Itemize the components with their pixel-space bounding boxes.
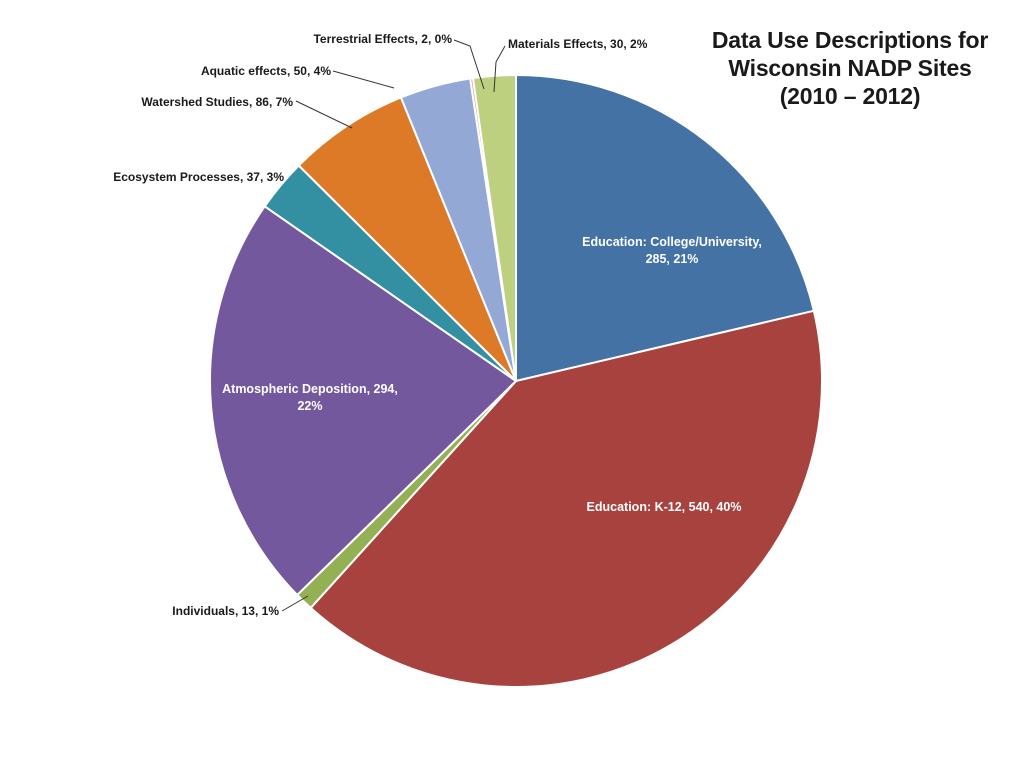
chart-title: Data Use Descriptions for Wisconsin NADP… [700, 26, 1000, 110]
pie-label-individuals: Individuals, 13, 1% [172, 604, 279, 618]
chart-title-line-2: Wisconsin NADP Sites [728, 55, 972, 82]
pie-label-materials-effects: Materials Effects, 30, 2% [508, 37, 648, 51]
leader-line-individuals [281, 595, 309, 612]
pie-label-ecosystem-processes: Ecosystem Processes, 37, 3% [113, 170, 284, 184]
chart-title-line-1: Data Use Descriptions for [711, 27, 989, 53]
pie-label-terrestrial-effects: Terrestrial Effects, 2, 0% [313, 32, 452, 46]
pie-slice-watershed-studies [297, 96, 517, 382]
pie-label-atmospheric-deposition: Atmospheric Deposition, 294, 22% [222, 382, 398, 413]
chart-title-line-3: (2010 – 2012) [779, 83, 921, 110]
leader-line-aquatic-effects [332, 70, 395, 89]
pie-label-aquatic-effects: Aquatic effects, 50, 4% [201, 64, 331, 78]
pie-slice-materials-effects [472, 74, 517, 382]
leader-line-terrestrial-effects [453, 39, 485, 90]
pie-slice-education-college [515, 74, 815, 382]
pie-slice-education-k12 [309, 309, 823, 688]
pie-label-watershed-studies: Watershed Studies, 86, 7% [141, 95, 293, 109]
pie-label-education-college: Education: College/University, 285, 21% [582, 235, 762, 266]
leader-line-watershed-studies [295, 100, 353, 129]
leader-line-materials-effects [493, 45, 506, 93]
pie-slice-atmospheric-deposition [209, 205, 517, 596]
pie-label-education-k12: Education: K-12, 540, 40% [587, 500, 742, 514]
